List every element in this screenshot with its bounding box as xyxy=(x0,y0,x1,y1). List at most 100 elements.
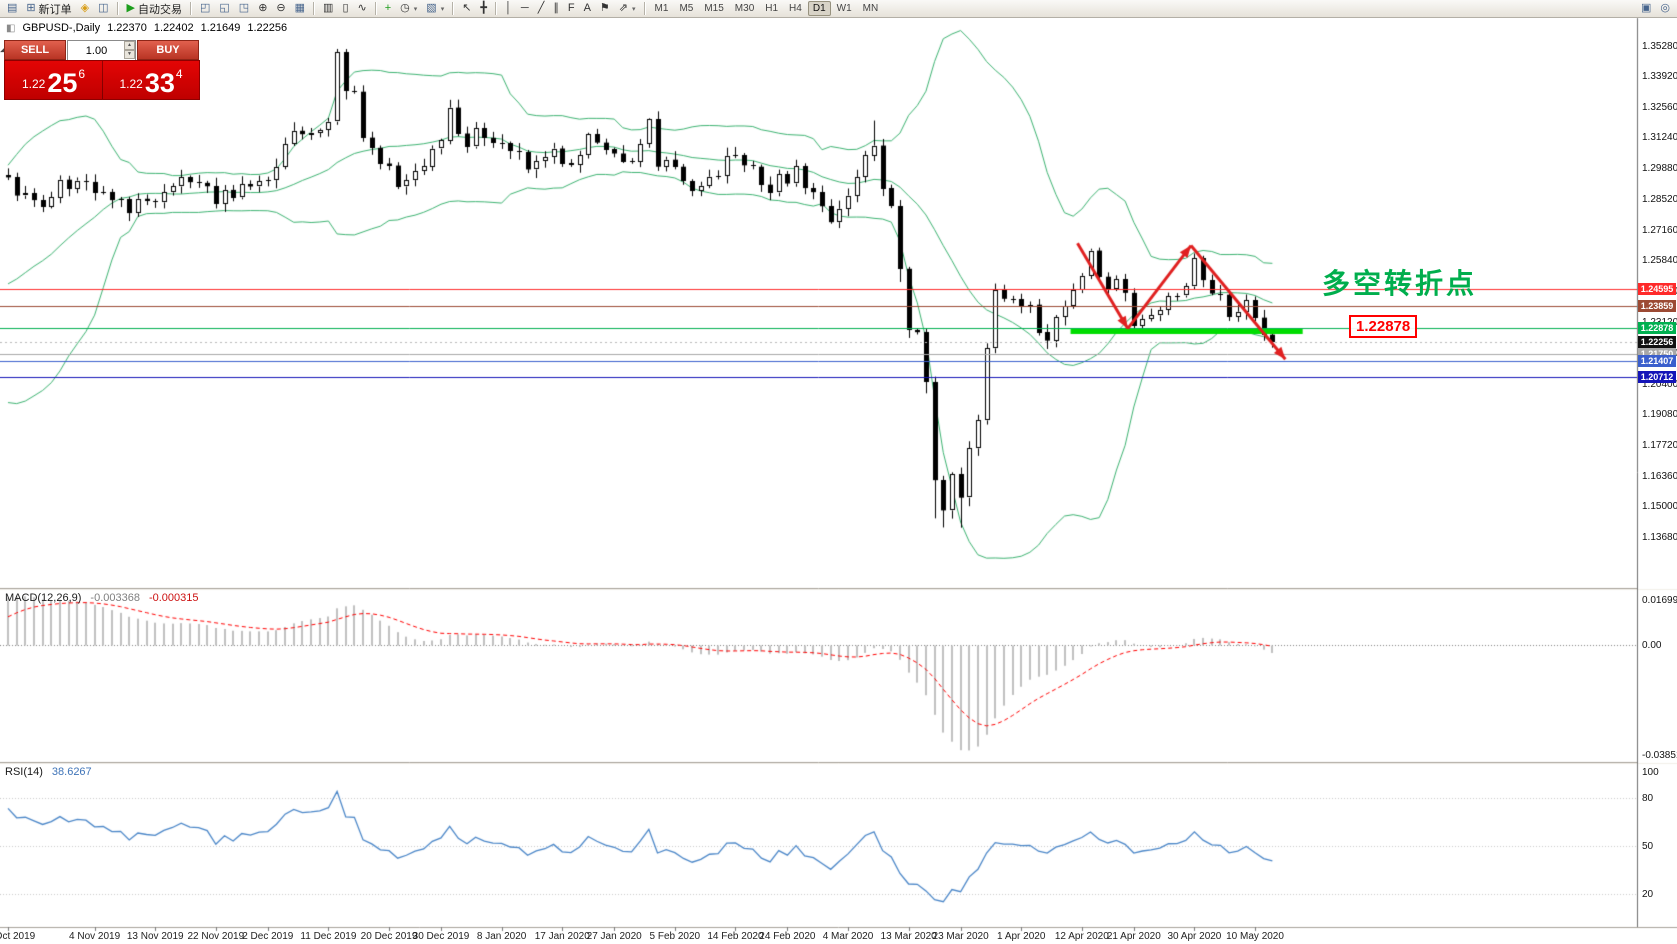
toolbar-separator xyxy=(116,2,119,15)
price-axis-tick: 1.13680 xyxy=(1642,531,1677,543)
macd-axis-tick: -0.038519 xyxy=(1642,750,1677,761)
cascade-windows-button[interactable]: ◳ xyxy=(235,1,253,17)
one-click-collapse-icon[interactable]: ◢ xyxy=(0,43,7,54)
date-axis-label: 12 Apr 2020 xyxy=(1054,931,1109,942)
chart-bars-icon: ▥ xyxy=(323,2,334,14)
macd-axis-tick: 0.00 xyxy=(1642,639,1662,651)
new-order-button[interactable]: ⊞ 新订单 xyxy=(22,1,75,17)
date-axis-label: 5 Feb 2020 xyxy=(649,931,701,942)
price-axis-tick: 1.16360 xyxy=(1642,470,1677,482)
auto-trading-label: 自动交易 xyxy=(137,3,182,16)
ask-quote[interactable]: 1.22 33 4 xyxy=(102,61,199,99)
new-chart-button[interactable]: ▤ xyxy=(3,1,21,17)
toolbar-separator xyxy=(643,2,646,15)
data-window-icon: ◫ xyxy=(98,2,109,14)
tile-vertical-button[interactable]: ◱ xyxy=(215,1,233,17)
price-axis-tick: 1.31240 xyxy=(1642,132,1677,144)
date-axis-label: 10 May 2020 xyxy=(1226,931,1284,942)
volume-input[interactable] xyxy=(68,42,135,60)
price-line-tag: 1.20712 xyxy=(1638,371,1676,384)
tile-horizontal-icon: ◰ xyxy=(199,2,211,14)
main-toolbar: ▤ ⊞ 新订单 ◈ ◫ ▶ 自动交易 ◰ ◱ ◳ ⊕ ⊖ ▦ ▥ ▯ ∿ + ◷ ▾ ▧ ▾ ↖ ╋ │ ─ ╱ ∥ F A ⚑ ⇗ ▾ M1 M… xyxy=(0,0,1677,18)
auto-trading-button[interactable]: ▶ 自动交易 xyxy=(123,1,186,17)
timeframe-h4-button[interactable]: H4 xyxy=(784,1,807,16)
zoom-in-button[interactable]: ⊕ xyxy=(254,1,271,17)
timeframe-m1-button[interactable]: M1 xyxy=(650,1,674,16)
timeframe-w1-button[interactable]: W1 xyxy=(832,1,857,16)
buy-button[interactable]: BUY xyxy=(137,40,199,60)
price-axis-tick: 1.29880 xyxy=(1642,163,1677,175)
rsi-axis-tick: 20 xyxy=(1642,889,1654,900)
bid-prefix: 1.22 xyxy=(21,77,46,91)
data-window-button[interactable]: ◫ xyxy=(94,1,112,17)
ohlc-low: 1.21649 xyxy=(200,22,241,34)
horizontal-line-icon: ─ xyxy=(520,2,529,14)
rsi-value: 38.6267 xyxy=(51,766,92,778)
vertical-line-button[interactable]: │ xyxy=(501,1,516,17)
arrows-tool-button[interactable]: ⇗ ▾ xyxy=(615,1,640,17)
volume-down-icon[interactable]: ▼ xyxy=(124,50,135,59)
grid-button[interactable]: ▦ xyxy=(291,1,309,17)
bid-point: 6 xyxy=(78,67,86,81)
horizontal-line-button[interactable]: ─ xyxy=(517,1,533,17)
date-axis-label: 4 Nov 2019 xyxy=(69,931,121,942)
cursor-button[interactable]: ↖ xyxy=(458,1,475,17)
support-price-annotation[interactable]: 1.22878 xyxy=(1349,315,1418,338)
label-flag-button[interactable]: ⚑ xyxy=(596,1,614,17)
one-click-trading-panel: SELL ▲ ▼ BUY 1.22 25 6 1.22 33 4 xyxy=(4,40,200,100)
window-mode-button[interactable]: ▣ xyxy=(1637,1,1655,17)
fibonacci-button[interactable]: F xyxy=(564,1,579,17)
metaeditor-button[interactable]: ◈ xyxy=(77,1,93,17)
equidistant-channel-button[interactable]: ∥ xyxy=(549,1,563,17)
arrows-tool-icon: ⇗ xyxy=(618,2,629,14)
price-axis-tick: 1.28520 xyxy=(1642,194,1677,206)
price-line-tag: 1.24595 xyxy=(1638,282,1676,295)
tile-horizontal-button[interactable]: ◰ xyxy=(196,1,214,17)
volume-up-icon[interactable]: ▲ xyxy=(124,41,135,50)
macd-header: MACD(12,26,9) -0.003368 -0.000315 xyxy=(5,592,199,604)
trendline-button[interactable]: ╱ xyxy=(534,1,549,17)
macd-title: MACD(12,26,9) xyxy=(5,592,82,604)
timeframe-h1-button[interactable]: H1 xyxy=(760,1,783,16)
timeframe-d1-button[interactable]: D1 xyxy=(807,1,831,16)
rsi-axis-tick: 50 xyxy=(1642,841,1654,852)
text-icon: A xyxy=(583,2,591,14)
sell-button[interactable]: SELL xyxy=(4,40,66,60)
toolbar-separator xyxy=(452,2,455,15)
ask-point: 4 xyxy=(175,67,183,81)
date-axis-label: 30 Dec 2019 xyxy=(412,931,470,942)
periods-icon: ◷ xyxy=(400,2,410,14)
periods-button[interactable]: ◷ ▾ xyxy=(396,1,421,17)
timeframe-m15-button[interactable]: M15 xyxy=(699,1,728,16)
date-axis-label: 27 Jan 2020 xyxy=(586,931,642,942)
turning-point-annotation[interactable]: 多空转折点 xyxy=(1322,268,1478,299)
price-axis-tick: 1.19080 xyxy=(1642,408,1677,420)
date-axis-label: 21 Apr 2020 xyxy=(1106,931,1161,942)
date-axis-label: 8 Jan 2020 xyxy=(476,931,527,942)
indicators-button[interactable]: + xyxy=(381,1,395,17)
zoom-out-button[interactable]: ⊖ xyxy=(272,1,289,17)
macd-axis-tick: 0.016994 xyxy=(1642,595,1677,606)
quote-display: 1.22 25 6 1.22 33 4 xyxy=(4,60,200,100)
chart-candles-button[interactable]: ▯ xyxy=(338,1,352,17)
price-axis-tick: 1.33920 xyxy=(1642,71,1677,83)
templates-button[interactable]: ▧ ▾ xyxy=(422,1,448,17)
chart-bars-button[interactable]: ▥ xyxy=(319,1,337,17)
date-axis-label: 23 Mar 2020 xyxy=(932,931,989,942)
chart-line-button[interactable]: ∿ xyxy=(354,1,371,17)
window-mode-icon: ▣ xyxy=(1640,2,1652,14)
timeframe-m30-button[interactable]: M30 xyxy=(730,1,759,16)
search-button[interactable]: ◎ xyxy=(1656,1,1674,17)
price-axis-tick: 1.15000 xyxy=(1642,501,1677,513)
timeframe-mn-button[interactable]: MN xyxy=(858,1,884,16)
timeframe-m5-button[interactable]: M5 xyxy=(674,1,698,16)
text-button[interactable]: A xyxy=(580,1,595,17)
zoom-out-icon: ⊖ xyxy=(276,2,286,14)
crosshair-button[interactable]: ╋ xyxy=(476,1,491,17)
bid-quote[interactable]: 1.22 25 6 xyxy=(5,61,102,99)
equidistant-channel-icon: ∥ xyxy=(553,2,559,14)
date-axis-label: 24 Feb 2020 xyxy=(759,931,816,942)
cascade-windows-icon: ◳ xyxy=(238,2,250,14)
